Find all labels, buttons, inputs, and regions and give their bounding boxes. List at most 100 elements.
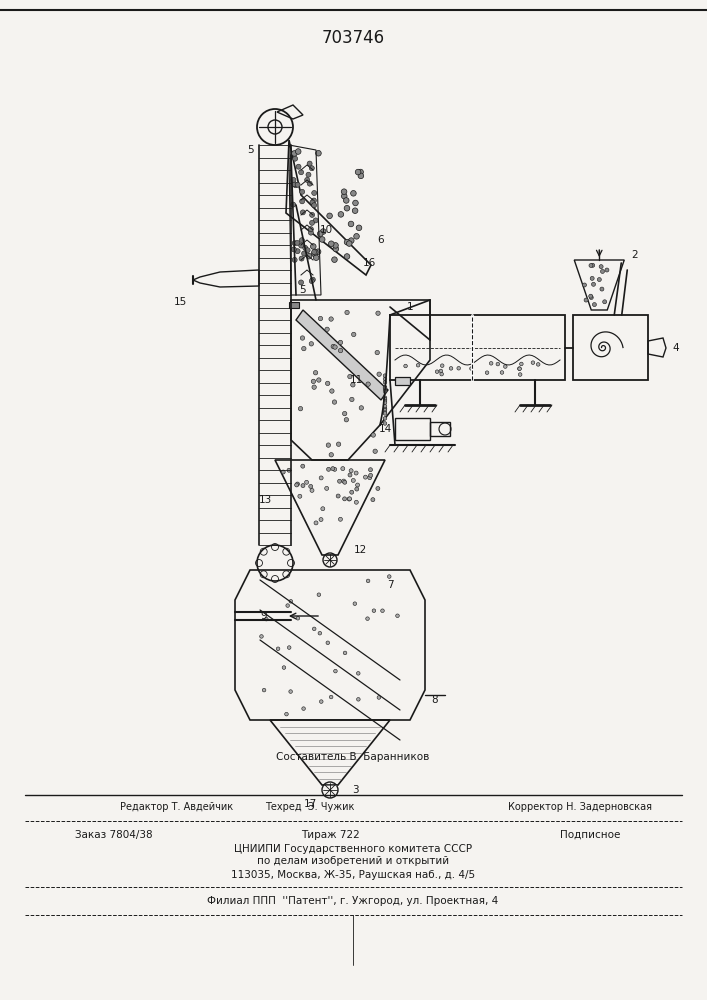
Circle shape [299,238,305,243]
Circle shape [344,239,350,245]
Circle shape [305,177,310,182]
Circle shape [599,265,603,269]
Text: 9: 9 [260,611,267,621]
Circle shape [354,234,359,239]
Circle shape [439,369,443,373]
Circle shape [327,467,331,471]
Circle shape [321,507,325,511]
Circle shape [287,468,291,472]
Text: 4: 4 [672,343,679,353]
Circle shape [338,212,344,217]
Circle shape [313,255,319,260]
Circle shape [345,310,349,315]
Circle shape [591,263,595,267]
Circle shape [518,367,521,370]
Circle shape [299,256,304,261]
Circle shape [308,181,312,186]
Circle shape [339,517,342,521]
Circle shape [320,237,325,242]
Circle shape [312,190,317,195]
Circle shape [351,332,356,337]
Circle shape [371,498,375,502]
Circle shape [333,243,339,248]
Circle shape [368,473,373,477]
Circle shape [396,614,399,618]
Circle shape [485,371,489,374]
Circle shape [366,579,370,583]
Circle shape [302,707,305,710]
Text: ЦНИИПИ Государственного комитета СССР: ЦНИИПИ Государственного комитета СССР [234,844,472,854]
Circle shape [332,400,337,404]
Text: Филиал ППП  ''Патент'', г. Ужгород, ул. Проектная, 4: Филиал ППП ''Патент'', г. Ужгород, ул. П… [207,896,498,906]
Circle shape [383,412,387,415]
Text: Подписное: Подписное [560,830,620,840]
Circle shape [312,385,316,389]
Circle shape [489,362,493,365]
Circle shape [317,231,323,237]
Circle shape [291,202,296,207]
Circle shape [289,600,293,603]
Circle shape [366,382,370,386]
Polygon shape [296,310,388,400]
Text: 7: 7 [387,580,393,590]
Circle shape [302,346,306,351]
Bar [395,418,430,440]
Circle shape [520,362,523,366]
Circle shape [325,327,329,332]
Circle shape [317,593,321,597]
Circle shape [318,631,322,635]
Circle shape [503,365,507,368]
Circle shape [348,473,352,477]
Circle shape [302,251,307,256]
Circle shape [329,389,334,393]
Circle shape [308,230,313,235]
Circle shape [375,350,380,355]
Circle shape [605,268,609,272]
Circle shape [333,246,339,252]
Text: Тираж 722: Тираж 722 [300,830,359,840]
Text: 13: 13 [258,495,271,505]
Circle shape [327,213,332,219]
Circle shape [383,385,387,389]
Circle shape [300,189,305,194]
Circle shape [344,198,349,203]
Circle shape [353,602,356,605]
Circle shape [331,467,335,471]
Circle shape [383,408,387,412]
Circle shape [312,251,317,257]
Circle shape [292,182,297,187]
Text: по делам изобретений и открытий: по делам изобретений и открытий [257,856,449,866]
Circle shape [264,617,268,621]
Circle shape [383,398,387,402]
Text: 14: 14 [378,424,392,434]
Circle shape [592,303,597,307]
Circle shape [380,609,385,613]
Circle shape [303,245,308,250]
Circle shape [383,374,387,377]
Circle shape [300,336,305,340]
Text: Заказ 7804/38: Заказ 7804/38 [75,830,153,840]
Circle shape [383,387,387,391]
Circle shape [334,669,337,673]
Circle shape [312,627,316,631]
Circle shape [282,666,286,669]
Circle shape [293,156,298,161]
Circle shape [590,276,594,280]
Circle shape [590,296,593,300]
Circle shape [308,227,313,232]
Text: 10: 10 [320,225,332,235]
Circle shape [300,210,305,215]
Circle shape [356,698,360,701]
Circle shape [312,250,317,255]
Circle shape [291,247,296,252]
Circle shape [300,464,305,468]
Circle shape [313,218,318,223]
Circle shape [295,483,298,487]
Circle shape [383,399,387,403]
Circle shape [319,476,323,480]
Circle shape [343,497,346,501]
Circle shape [287,646,291,649]
Circle shape [300,199,305,204]
Circle shape [351,191,356,196]
Circle shape [329,695,333,699]
